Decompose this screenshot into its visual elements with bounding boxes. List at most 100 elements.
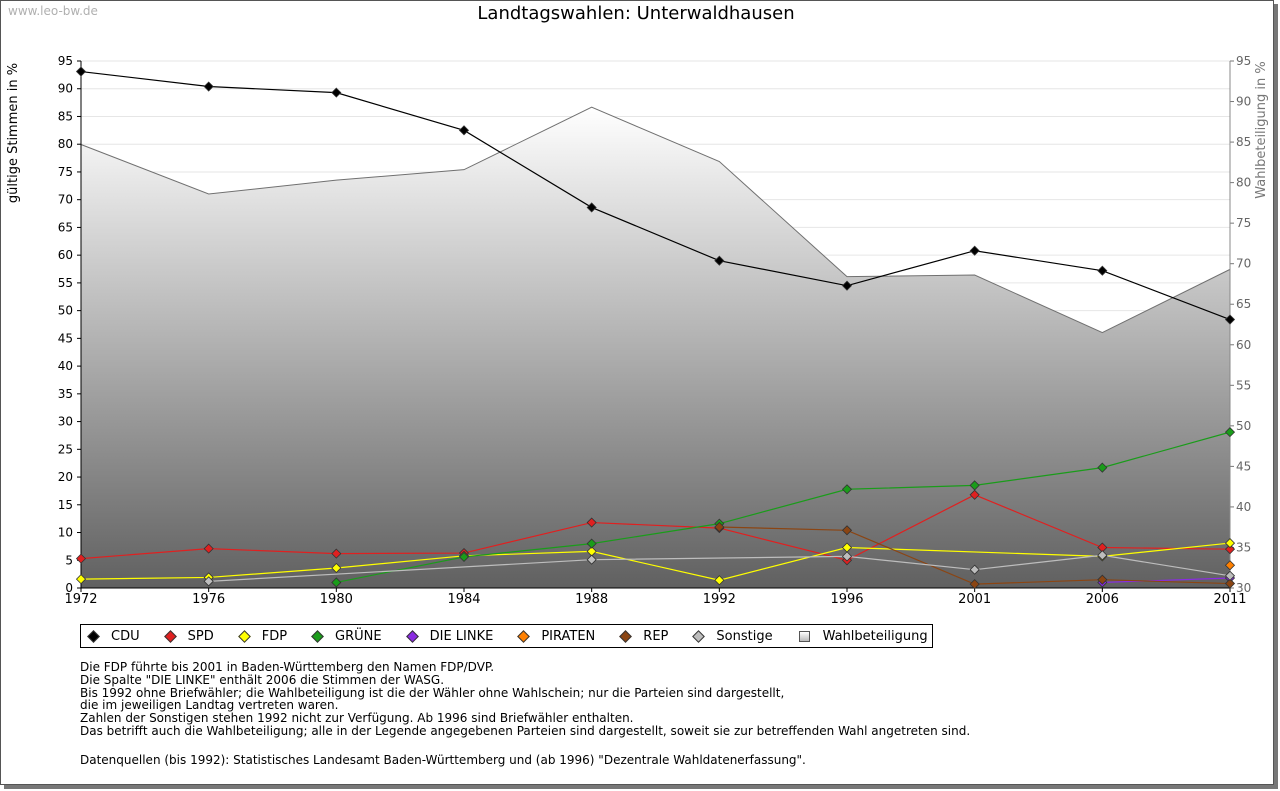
legend-marker-icon bbox=[237, 629, 251, 643]
data-point-cdu bbox=[331, 87, 342, 98]
x-tick-label: 2001 bbox=[958, 592, 991, 607]
data-point-cdu bbox=[841, 280, 853, 291]
y2-tick-label: 40 bbox=[1236, 500, 1251, 514]
series-line-grüne bbox=[336, 431, 1231, 584]
legend: CDU SPD FDP GRÜNE DIE LINKE PIRATEN REP Sonstig… bbox=[80, 624, 933, 648]
legend-item: CDU bbox=[87, 628, 140, 644]
legend-item: SPD bbox=[163, 628, 214, 644]
legend-label: DIE LINKE bbox=[429, 628, 494, 644]
notes: Die FDP führte bis 2001 in Baden-Württem… bbox=[80, 661, 970, 738]
data-point-grüne bbox=[331, 577, 342, 588]
legend-label: FDP bbox=[261, 628, 288, 644]
note-line: die im jeweiligen Landtag vertreten ware… bbox=[80, 698, 339, 713]
data-point-piraten bbox=[1224, 560, 1236, 571]
data-point-grüne bbox=[458, 551, 470, 563]
legend-marker-icon bbox=[692, 629, 706, 643]
y-tick-label: 55 bbox=[58, 276, 73, 290]
series-line-cdu bbox=[80, 70, 1231, 321]
chart-title: Landtagswahlen: Unterwaldhausen bbox=[477, 3, 795, 24]
y2-tick-label: 85 bbox=[1236, 135, 1251, 149]
legend-marker-icon bbox=[87, 629, 100, 643]
data-point-spd bbox=[331, 548, 342, 559]
y-tick-label: 95 bbox=[58, 54, 73, 68]
y2-tick-label: 80 bbox=[1236, 176, 1251, 190]
data-point-sonstige bbox=[1097, 550, 1108, 561]
legend-marker-icon bbox=[311, 629, 324, 643]
y-tick-label: 50 bbox=[58, 304, 73, 318]
y2-tick-label: 70 bbox=[1236, 257, 1251, 271]
data-point-grüne bbox=[969, 480, 980, 491]
x-tick-label: 1996 bbox=[830, 592, 863, 607]
data-point-rep bbox=[714, 521, 725, 533]
x-tick-label: 1972 bbox=[64, 592, 97, 607]
x-tick-label: 2011 bbox=[1213, 592, 1246, 607]
x-tick-label: 1984 bbox=[447, 592, 480, 607]
legend-item: FDP bbox=[237, 628, 288, 644]
y2-tick-label: 95 bbox=[1236, 54, 1251, 68]
y-tick-label: 15 bbox=[58, 498, 73, 512]
y-tick-label: 10 bbox=[58, 526, 73, 540]
data-point-spd bbox=[586, 517, 597, 528]
y-tick-label: 60 bbox=[58, 248, 73, 262]
chart-canvas: 0 5 10 15 20 25 30 35 40 45 50 55 60 65 70 75 80 85 90 95 30… bbox=[6, 54, 1269, 607]
data-point-rep bbox=[1224, 578, 1236, 589]
legend-item: Wahlbeteiligung bbox=[798, 629, 928, 644]
legend-label: CDU bbox=[111, 628, 140, 644]
data-point-spd bbox=[969, 489, 980, 500]
data-point-sonstige bbox=[841, 551, 853, 562]
data-source: Datenquellen (bis 1992): Statistisches L… bbox=[80, 753, 806, 767]
y2-tick-label: 50 bbox=[1236, 419, 1251, 433]
y-axis-label: gültige Stimmen in % bbox=[6, 63, 21, 203]
x-tick-label: 1992 bbox=[703, 592, 736, 607]
note-line: Die FDP führte bis 2001 in Baden-Württem… bbox=[80, 660, 495, 674]
x-tick-label: 2006 bbox=[1086, 592, 1119, 607]
legend-label: SPD bbox=[187, 628, 214, 644]
note-line: Zahlen der Sonstigen stehen 1992 nicht z… bbox=[80, 711, 634, 726]
legend-label: Sonstige bbox=[716, 628, 773, 644]
turnout-area-layer bbox=[80, 106, 1231, 589]
y2-axis-label: Wahlbeteiligung in % bbox=[1254, 61, 1269, 198]
y2-tick-label: 75 bbox=[1236, 216, 1251, 230]
data-point-grüne bbox=[1097, 462, 1108, 473]
y2-tick-label: 90 bbox=[1236, 95, 1251, 109]
data-point-cdu bbox=[969, 245, 980, 256]
legend-item: PIRATEN bbox=[517, 629, 595, 644]
y2-tick-label: 65 bbox=[1236, 297, 1251, 311]
series-points bbox=[75, 66, 1236, 590]
y2-tick-label: 35 bbox=[1236, 540, 1251, 554]
series-line-spd bbox=[80, 494, 1231, 561]
y-tick-label: 20 bbox=[58, 470, 73, 484]
legend-item: GRÜNE bbox=[311, 628, 382, 644]
y-tick-label: 75 bbox=[58, 165, 73, 179]
legend-label: GRÜNE bbox=[335, 628, 382, 644]
data-point-sonstige bbox=[969, 564, 980, 575]
x-tick-label: 1980 bbox=[320, 592, 353, 607]
data-point-cdu bbox=[714, 255, 725, 266]
data-point-grüne bbox=[1224, 427, 1236, 438]
data-point-cdu bbox=[1224, 314, 1236, 325]
series-line-die-linke bbox=[1102, 577, 1231, 584]
axes: 0 5 10 15 20 25 30 35 40 45 50 55 60 65 70 75 80 85 90 95 30… bbox=[58, 54, 1252, 607]
y-tick-label: 25 bbox=[58, 442, 73, 456]
note-line: Das betrifft auch die Wahlbeteiligung; a… bbox=[80, 723, 971, 738]
legend-marker-icon bbox=[798, 630, 810, 642]
data-point-rep bbox=[1097, 574, 1108, 585]
y-tick-label: 45 bbox=[58, 331, 73, 345]
legend-marker-icon bbox=[163, 629, 177, 643]
y2-tick-label: 60 bbox=[1236, 338, 1251, 352]
y-tick-label: 5 bbox=[65, 553, 73, 567]
y-tick-label: 65 bbox=[58, 220, 73, 234]
data-point-fdp bbox=[1224, 538, 1236, 549]
data-point-grüne bbox=[586, 538, 597, 549]
note-line: Die Spalte "DIE LINKE" enthält 2006 die … bbox=[80, 672, 445, 687]
data-point-rep bbox=[969, 579, 980, 590]
y-tick-label: 90 bbox=[58, 82, 73, 96]
x-tick-label: 1976 bbox=[192, 592, 225, 607]
y-tick-label: 70 bbox=[58, 193, 73, 207]
y2-tick-label: 55 bbox=[1236, 378, 1251, 392]
data-point-sonstige bbox=[203, 576, 214, 587]
legend-item: Sonstige bbox=[692, 628, 773, 644]
y-tick-label: 80 bbox=[58, 137, 73, 151]
turnout-area bbox=[81, 107, 1230, 589]
y2-tick-label: 30 bbox=[1236, 581, 1251, 595]
